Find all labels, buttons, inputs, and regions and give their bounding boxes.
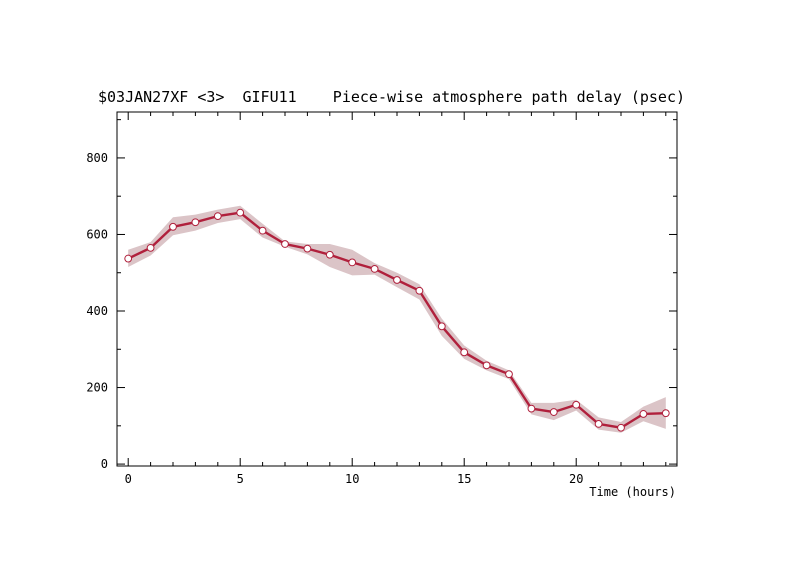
confidence-band <box>128 205 666 433</box>
data-point <box>325 250 334 259</box>
data-point <box>213 212 222 220</box>
data-point <box>549 408 558 416</box>
y-tick-label: 800 <box>86 151 108 165</box>
data-point <box>482 361 491 370</box>
x-tick-label: 20 <box>569 472 583 486</box>
data-point <box>639 410 648 418</box>
x-tick-label: 5 <box>237 472 244 486</box>
data-point <box>594 420 603 428</box>
x-axis-label: Time (hours) <box>589 485 676 499</box>
axis-ticks-layer <box>117 112 677 466</box>
confidence-band-layer <box>128 205 666 433</box>
y-tick-label: 600 <box>86 227 108 241</box>
plot-frame <box>116 111 678 467</box>
data-point <box>303 244 312 253</box>
data-point <box>146 243 155 252</box>
series-line-layer <box>127 211 666 429</box>
data-point <box>415 286 424 295</box>
data-point <box>460 348 469 357</box>
series-line <box>127 211 666 429</box>
data-point <box>236 208 245 217</box>
data-point <box>348 258 357 267</box>
data-point <box>191 218 200 227</box>
data-point <box>437 322 446 331</box>
x-tick-label: 15 <box>457 472 471 486</box>
chart-title: $03JAN27XF <3> GIFU11 Piece-wise atmosph… <box>98 88 685 106</box>
data-point <box>281 240 289 248</box>
y-tick-label: 0 <box>101 457 108 471</box>
data-point <box>370 265 379 273</box>
x-tick-label: 0 <box>125 472 132 486</box>
data-point <box>169 222 177 231</box>
data-point <box>505 370 513 379</box>
data-point <box>393 276 401 284</box>
x-tick-label: 10 <box>345 472 359 486</box>
y-tick-label: 400 <box>86 304 108 318</box>
data-point <box>661 409 670 418</box>
data-point <box>527 404 536 413</box>
y-tick-label: 200 <box>86 381 108 395</box>
data-point <box>258 226 267 235</box>
data-point <box>617 423 625 432</box>
data-point-layer <box>124 208 670 432</box>
data-point <box>124 254 133 263</box>
data-point <box>572 400 581 409</box>
